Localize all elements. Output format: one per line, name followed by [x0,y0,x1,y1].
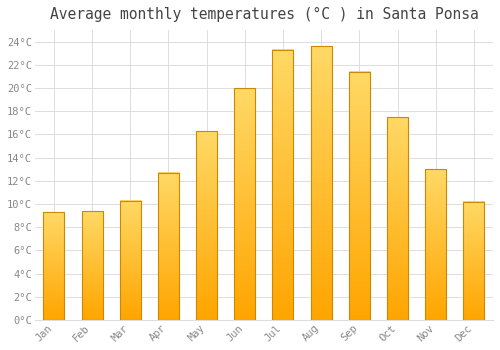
Bar [44,212,64,320]
Bar [120,201,141,320]
Bar [310,46,332,320]
Bar [272,50,293,320]
Bar [387,117,408,320]
Bar [349,72,370,320]
Bar [234,88,256,320]
Bar [196,131,217,320]
Title: Average monthly temperatures (°C ) in Santa Ponsa: Average monthly temperatures (°C ) in Sa… [50,7,478,22]
Bar [158,173,179,320]
Bar [426,169,446,320]
Bar [464,202,484,320]
Bar [82,211,102,320]
